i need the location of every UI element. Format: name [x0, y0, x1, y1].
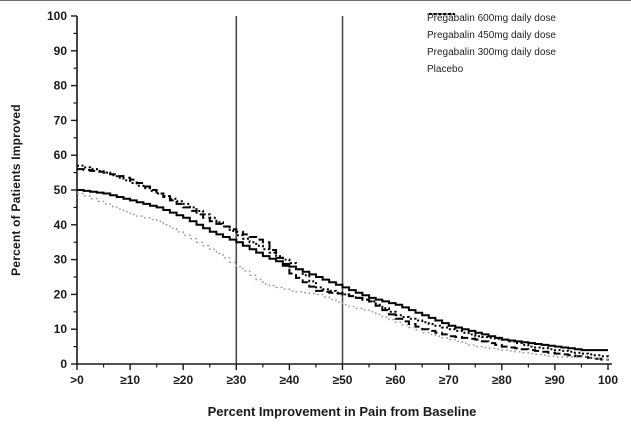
x-tick-label: ≥80 — [492, 373, 512, 387]
y-tick-label: 80 — [54, 79, 68, 93]
x-tick-label: ≥70 — [439, 373, 459, 387]
x-tick-label: ≥50 — [333, 373, 353, 387]
y-tick-label: 60 — [54, 148, 68, 162]
x-tick-label: >0 — [70, 373, 84, 387]
y-tick-label: 40 — [54, 218, 68, 232]
x-tick-label: ≥10 — [120, 373, 140, 387]
y-tick-label: 70 — [54, 113, 68, 127]
x-tick-label: ≥30 — [226, 373, 246, 387]
y-tick-label: 20 — [54, 287, 68, 301]
y-tick-label: 10 — [54, 322, 68, 336]
x-tick-label: ≥40 — [279, 373, 299, 387]
y-tick-label: 100 — [47, 9, 67, 23]
legend-label: Pregabalin 600mg daily dose — [427, 13, 556, 24]
legend-line-sample — [427, 13, 455, 15]
y-tick-label: 90 — [54, 44, 68, 58]
chart-canvas: 0 10 20 30 40 50 60 70 80 90 100 >0 ≥10 ≥20 ≥30 ≥40 ≥50 ≥… — [47, 9, 618, 387]
legend-item-1: Pregabalin 450mg daily dose — [427, 13, 556, 44]
legend-label: Pregabalin 450mg daily dose — [427, 30, 556, 41]
series-line-2 — [77, 168, 609, 361]
x-tick-label: ≥20 — [173, 373, 193, 387]
legend-item-3: Placebo — [427, 13, 556, 78]
y-tick-label: 0 — [60, 357, 67, 371]
legend-item-2: Pregabalin 300mg daily dose — [427, 13, 556, 61]
x-tick-label: ≥60 — [386, 373, 406, 387]
y-tick-label: 50 — [54, 183, 68, 197]
series-line-1 — [77, 164, 609, 358]
x-tick-label: 100 — [598, 373, 618, 387]
legend-label: Pregabalin 300mg daily dose — [427, 47, 556, 58]
y-axis-title: Percent of Patients Improved — [9, 104, 23, 276]
legend-label: Placebo — [427, 64, 464, 75]
legend-line-sample — [427, 13, 455, 15]
legend: Pregabalin 600mg daily dose Pregabalin 45… — [427, 10, 556, 78]
y-tick-label: 30 — [54, 253, 68, 267]
x-tick-label: ≥90 — [545, 373, 565, 387]
x-axis-title: Percent Improvement in Pain from Baselin… — [207, 404, 477, 419]
series-line-0 — [77, 189, 608, 352]
